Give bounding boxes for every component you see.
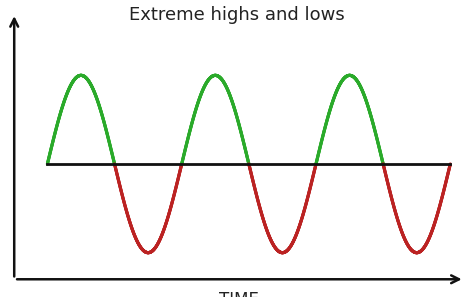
Text: TIME: TIME	[219, 291, 259, 297]
Text: Extreme highs and lows: Extreme highs and lows	[129, 6, 345, 24]
